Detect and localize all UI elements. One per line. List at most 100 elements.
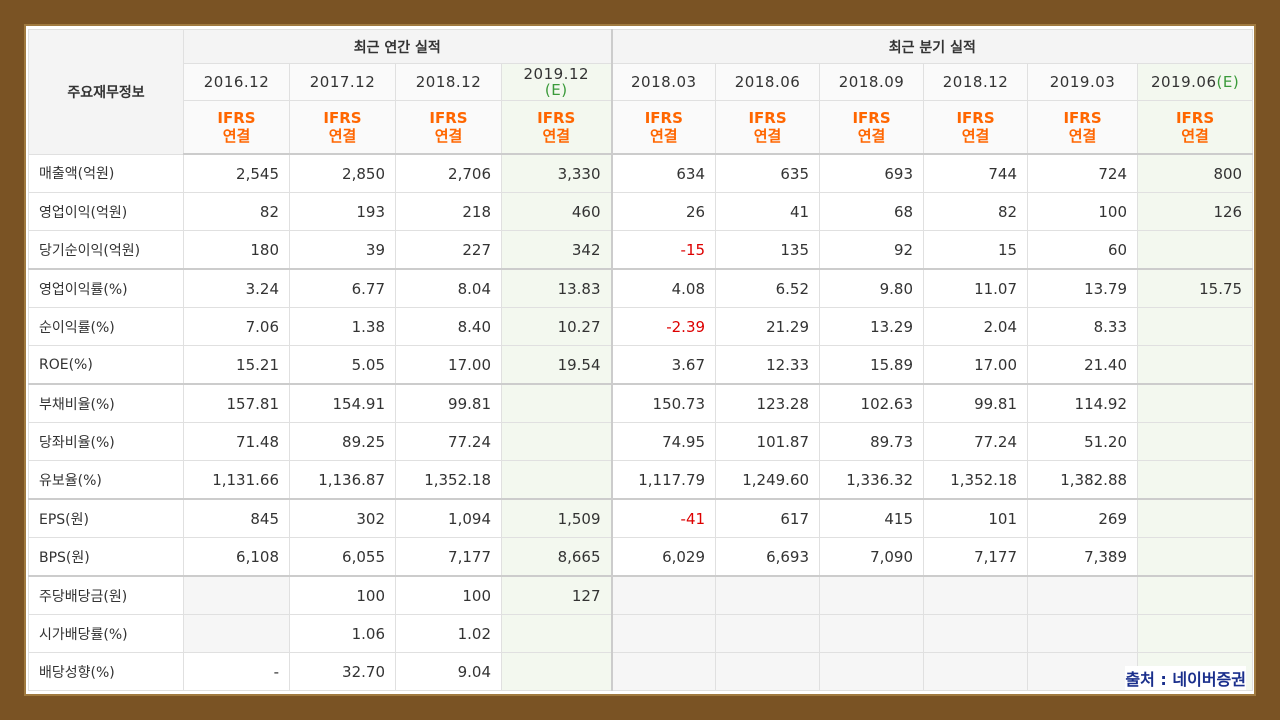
period-label: 2018.03 [631, 73, 697, 91]
table-cell: 114.92 [1027, 383, 1139, 423]
table-body: 매출액(억원) 2,545 2,850 2,706 3,330 634 635 693 744 7… [28, 153, 1254, 691]
table-cell: 8.04 [395, 268, 502, 308]
table-cell [500, 460, 613, 500]
row-label: 주당배당금(원) [28, 575, 184, 615]
consolidated-text: 연결 [1068, 127, 1097, 145]
table-cell: 6,108 [183, 537, 290, 577]
table-cell: 13.79 [1027, 268, 1139, 308]
table-cell [183, 575, 290, 615]
consolidated-text: 연결 [753, 127, 782, 145]
ifrs-basis-label: IFRS 연결 [395, 100, 502, 155]
consolidated-text: 연결 [961, 127, 990, 145]
table-cell: 82 [183, 192, 290, 231]
period-header: 2018.09 [819, 63, 925, 101]
table-cell: 21.29 [715, 307, 821, 346]
table-cell: 218 [395, 192, 502, 231]
table-cell [610, 614, 717, 653]
table-cell: 60 [1027, 230, 1139, 270]
table-cell: 4.08 [610, 268, 717, 308]
table-cell: 68 [819, 192, 925, 231]
row-label: 부채비율(%) [28, 383, 184, 423]
table-cell: 100 [395, 575, 502, 615]
table-cell [819, 575, 925, 615]
table-cell [1137, 460, 1254, 500]
table-cell [819, 614, 925, 653]
table-row: 순이익률(%) 7.06 1.38 8.40 10.27 -2.39 21.29 13.29 2… [28, 307, 1254, 346]
table-cell: 460 [500, 192, 613, 231]
table-row: 유보율(%) 1,131.66 1,136.87 1,352.18 1,117.79 1,… [28, 460, 1254, 500]
table-cell: 1,382.88 [1027, 460, 1139, 500]
table-cell: 2,850 [289, 153, 396, 193]
period-header: 2018.03 [610, 63, 717, 101]
table-cell [923, 575, 1029, 615]
table-cell [923, 652, 1029, 691]
table-cell: 845 [183, 498, 290, 538]
table-cell: 8,665 [500, 537, 613, 577]
table-cell: 634 [610, 153, 717, 193]
row-label: 순이익률(%) [28, 307, 184, 346]
table-row: 영업이익률(%) 3.24 6.77 8.04 13.83 4.08 6.52 9.80 11.… [28, 268, 1254, 308]
table-cell: 1,131.66 [183, 460, 290, 500]
table-cell [1137, 307, 1254, 346]
ifrs-header-row: IFRS 연결 IFRS 연결 IFRS 연결 IFRS 연결 IFRS 연결 IFRS 연결 IFRS… [29, 100, 1254, 155]
table-cell: 82 [923, 192, 1029, 231]
table-cell [1137, 230, 1254, 270]
table-cell: 32.70 [289, 652, 396, 691]
table-cell: 6,029 [610, 537, 717, 577]
estimate-marker: (E) [544, 81, 568, 99]
table-cell: 1,094 [395, 498, 502, 538]
period-header-row: 2016.12 2017.12 2018.12 2019.12 (E) 2018.03 20… [29, 63, 1254, 101]
ifrs-basis-label: IFRS 연결 [923, 100, 1029, 155]
table-cell: 51.20 [1027, 422, 1139, 461]
period-label: 2018.06 [734, 73, 801, 91]
consolidated-text: 연결 [328, 127, 357, 145]
row-label: 영업이익(억원) [28, 192, 184, 231]
table-cell: 15.21 [183, 345, 290, 385]
table-cell: 154.91 [289, 383, 396, 423]
table-cell: 9.04 [395, 652, 502, 691]
table-cell: 9.80 [819, 268, 925, 308]
ifrs-basis-label: IFRS 연결 [610, 100, 717, 155]
table-cell: 99.81 [395, 383, 502, 423]
table-cell: 13.83 [500, 268, 613, 308]
ifrs-text: IFRS [323, 109, 362, 127]
table-cell: 157.81 [183, 383, 290, 423]
table-cell [610, 575, 717, 615]
table-row: 배당성향(%) -32.70 9.04 [28, 652, 1254, 691]
estimate-marker: (E) [1216, 73, 1240, 91]
table-cell: 102.63 [819, 383, 925, 423]
table-cell: 150.73 [610, 383, 717, 423]
consolidated-text: 연결 [1181, 127, 1209, 145]
table-cell: 193 [289, 192, 396, 231]
ifrs-basis-label: IFRS 연결 [819, 100, 925, 155]
table-cell: 127 [500, 575, 613, 615]
table-cell: 693 [819, 153, 925, 193]
table-cell [1137, 383, 1254, 423]
period-header: 2019.03 [1027, 63, 1139, 101]
table-cell: 89.25 [289, 422, 396, 461]
content-frame: 주요재무정보 최근 연간 실적 최근 분기 실적 2016.12 2017.12 2… [24, 24, 1256, 696]
table-cell: 17.00 [395, 345, 502, 385]
table-cell: 724 [1027, 153, 1139, 193]
table-row: 부채비율(%) 157.81 154.91 99.81 150.73 123.28 102.… [28, 383, 1254, 423]
table-cell [1137, 498, 1254, 538]
table-cell: 6.52 [715, 268, 821, 308]
table-row: 당기순이익(억원) 180 39 227 342 -15 135 92 15 60 [28, 230, 1254, 270]
table-cell: 3.24 [183, 268, 290, 308]
table-cell: 415 [819, 498, 925, 538]
table-cell: -41 [610, 498, 717, 538]
table-cell: 8.40 [395, 307, 502, 346]
table-cell: 123.28 [715, 383, 821, 423]
table-cell: 7,177 [923, 537, 1029, 577]
table-cell [1137, 537, 1254, 577]
table-cell: 7,177 [395, 537, 502, 577]
table-cell: 15 [923, 230, 1029, 270]
ifrs-text: IFRS [1063, 109, 1102, 127]
table-row: ROE(%) 15.21 5.05 17.00 19.54 3.67 12.33 15.89 1… [28, 345, 1254, 385]
table-cell: 126 [1137, 192, 1254, 231]
table-cell [1137, 422, 1254, 461]
table-cell: 1,352.18 [923, 460, 1029, 500]
period-header: 2018.12 [395, 63, 502, 101]
table-row: 매출액(억원) 2,545 2,850 2,706 3,330 634 635 693 744 7… [28, 153, 1254, 193]
table-cell: 71.48 [183, 422, 290, 461]
